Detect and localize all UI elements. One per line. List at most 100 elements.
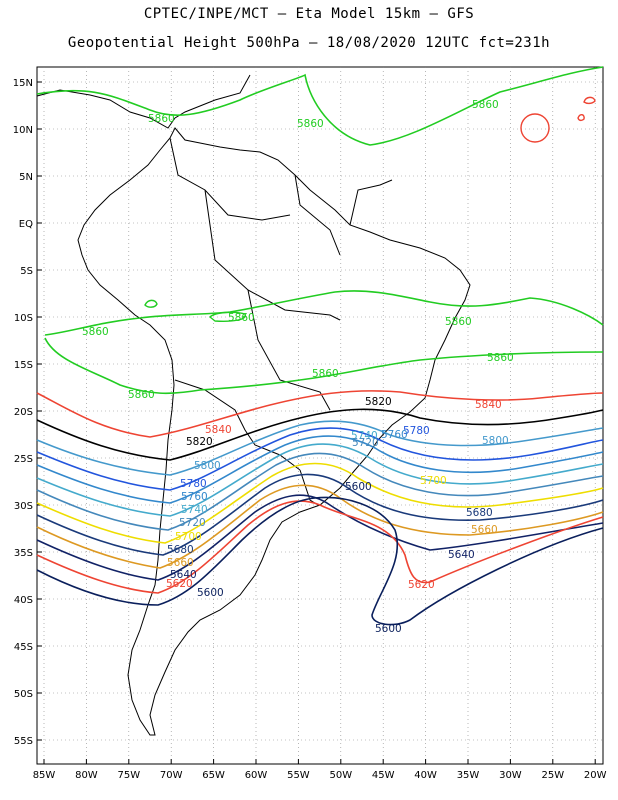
high-center-red (520, 113, 550, 143)
caribbean-coast (77, 127, 471, 736)
lon-tick-label: 80W (75, 770, 98, 781)
lat-tick-label: 30S (14, 501, 33, 512)
contour-label: 5860 (445, 316, 472, 328)
contour-5860-south (44, 290, 604, 336)
lon-tick-label: 25W (541, 770, 564, 781)
contour-label: 5860 (297, 118, 324, 130)
border-2 (204, 189, 341, 321)
contour-label: 5660 (471, 524, 498, 536)
lon-tick-label: 40W (414, 770, 437, 781)
border-7 (349, 179, 393, 226)
contour-label: 5860 (82, 326, 109, 338)
map-title-line-2: Geopotential Height 500hPa – 18/08/2020 … (67, 35, 551, 51)
contour-label: 5620 (408, 579, 435, 591)
contour-5680 (36, 473, 604, 556)
contour-label: 5660 (167, 557, 194, 569)
contour-5700 (36, 462, 604, 544)
lon-tick-label: 85W (33, 770, 56, 781)
map-title-line-1: CPTEC/INPE/MCT – Eta Model 15km – GFS (143, 6, 475, 22)
contour-label: 5600 (375, 623, 402, 635)
lat-tick-label: 25S (14, 454, 33, 465)
contour-label: 5860 (228, 312, 255, 324)
small-red-contour-2 (577, 114, 585, 122)
lon-tick-label: 60W (245, 770, 268, 781)
lon-tick-label: 55W (287, 770, 310, 781)
contour-5620 (36, 500, 604, 594)
contour-label: 5720 (352, 437, 379, 449)
border-3 (247, 289, 331, 411)
lat-tick-label: 15S (14, 360, 33, 371)
contour-label: 5840 (475, 399, 502, 411)
contour-label: 5820 (186, 436, 213, 448)
green-small-contour (144, 299, 158, 308)
contour-label: 5700 (420, 475, 447, 487)
contour-label: 5600 (197, 587, 224, 599)
contour-label: 5860 (128, 389, 155, 401)
central-america-coast (36, 74, 251, 129)
contour-5860-lower (44, 337, 604, 395)
lat-tick-label: 50S (14, 689, 33, 700)
contour-5640 (36, 494, 604, 581)
contour-label: 5680 (466, 507, 493, 519)
contour-label: 5780 (403, 425, 430, 437)
lon-tick-label: 45W (372, 770, 395, 781)
border-1 (169, 137, 291, 221)
contour-5860-north (36, 66, 604, 146)
lat-lon-grid (37, 67, 603, 764)
contour-label: 5720 (179, 517, 206, 529)
contour-label: 5800 (482, 435, 509, 447)
lat-tick-label: 55S (14, 736, 33, 747)
contour-label: 5700 (175, 531, 202, 543)
contour-5740 (36, 443, 604, 517)
axis-ticks: 85W 80W 75W 70W 65W 60W 55W 50W 45W 40W 35W 30W 25W 2… (13, 78, 607, 781)
lat-tick-label: 40S (14, 595, 33, 606)
closed-contours (144, 96, 596, 322)
contour-5820 (36, 408, 604, 461)
lon-tick-label: 20W (584, 770, 607, 781)
small-red-contour-1 (583, 96, 596, 105)
contour-label: 5760 (181, 491, 208, 503)
contour-label: 5600 (345, 481, 372, 493)
contour-label: 5740 (181, 504, 208, 516)
lon-tick-label: 75W (117, 770, 140, 781)
contour-5660 (36, 484, 604, 569)
lon-tick-label: 30W (499, 770, 522, 781)
contour-label: 5760 (381, 429, 408, 441)
border-5 (294, 174, 341, 256)
contour-label: 5860 (487, 352, 514, 364)
contour-label: 5820 (365, 396, 392, 408)
contour-label: 5620 (166, 578, 193, 590)
lat-tick-label: 5S (20, 266, 33, 277)
lon-tick-label: 65W (202, 770, 225, 781)
lon-tick-label: 50W (329, 770, 352, 781)
contour-label: 5860 (312, 368, 339, 380)
contour-label: 5800 (194, 460, 221, 472)
lon-tick-label: 35W (457, 770, 480, 781)
contour-label: 5640 (448, 549, 475, 561)
contour-label: 5740 (351, 430, 378, 442)
lat-tick-label: 10N (13, 125, 33, 136)
contour-labels: 5860 5860 5860 5860 5860 5860 5860 5860 … (82, 99, 514, 635)
map-frame (36, 66, 604, 765)
lat-tick-label: 10S (14, 313, 33, 324)
contour-label: 5680 (167, 544, 194, 556)
lat-tick-label: 20S (14, 407, 33, 418)
contour-5780 (36, 427, 604, 491)
lon-tick-label: 70W (160, 770, 183, 781)
contour-5840 (36, 390, 604, 438)
height-contours (36, 66, 604, 626)
contour-5800 (36, 420, 604, 476)
contour-5720 (36, 452, 604, 531)
green-closed-contour (208, 311, 246, 322)
lat-tick-label: 5N (19, 172, 33, 183)
contour-label: 5640 (170, 569, 197, 581)
contour-label: 5860 (472, 99, 499, 111)
lat-tick-label: EQ (19, 219, 33, 230)
contour-5760 (36, 435, 604, 504)
contour-label: 5860 (148, 113, 175, 125)
lat-tick-label: 45S (14, 642, 33, 653)
contour-5600 (36, 496, 604, 626)
lat-tick-label: 35S (14, 548, 33, 559)
contour-label: 5840 (205, 424, 232, 436)
